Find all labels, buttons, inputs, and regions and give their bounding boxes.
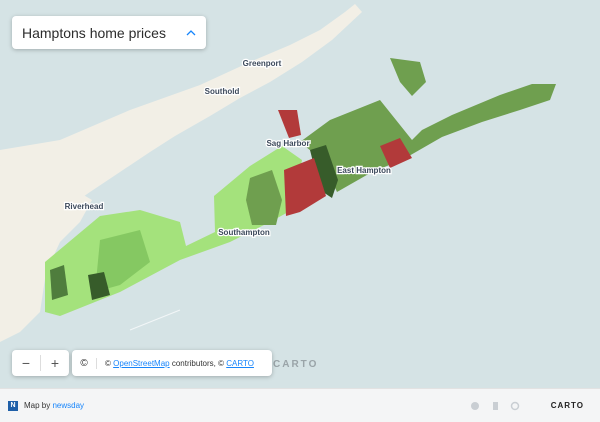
link-icon[interactable] [510, 401, 519, 410]
facebook-icon[interactable] [492, 401, 498, 410]
region [278, 110, 301, 138]
attribution-text: contributors, © [171, 358, 224, 368]
place-label: Sag Harbor [266, 139, 309, 148]
place-label: Greenport [243, 59, 282, 68]
title: Hamptons home prices [22, 24, 166, 41]
main-island [0, 165, 92, 342]
footer: N Map by newsday CARTO [0, 388, 600, 422]
place-label: Southampton [218, 228, 270, 237]
carto-logo: CARTO [550, 401, 584, 410]
region [50, 265, 68, 300]
twitter-icon[interactable] [470, 401, 479, 410]
north-fork [0, 4, 362, 262]
watermark: CARTO [273, 359, 318, 370]
region [246, 170, 282, 225]
source-link[interactable]: newsday [52, 401, 85, 410]
region [310, 145, 338, 198]
region [284, 158, 326, 216]
place-label: East Hampton [337, 166, 391, 175]
badge: N [8, 400, 18, 411]
chevron [186, 29, 196, 35]
byline: Map by [24, 401, 51, 410]
attribution-text: © [105, 358, 111, 368]
shoreline [129, 309, 181, 331]
region [88, 272, 110, 300]
region [300, 84, 556, 192]
info-button[interactable]: © [72, 357, 97, 369]
region [390, 58, 426, 96]
osm-link[interactable]: OpenStreetMap [113, 358, 170, 368]
social-icons [470, 401, 519, 410]
map: Greenport Southold Sag Harbor East Hampt… [0, 0, 600, 388]
zoom-out[interactable]: − [21, 355, 31, 371]
place-label: Southold [205, 87, 240, 96]
title-dropdown[interactable]: Hamptons home prices [12, 16, 206, 49]
region [95, 230, 150, 292]
zoom-control: − + [12, 350, 69, 376]
zoom-in[interactable]: + [40, 355, 69, 371]
place-label: Riverhead [65, 202, 104, 211]
attribution: © © OpenStreetMap contributors, © CARTO [72, 350, 272, 376]
region [380, 138, 412, 168]
carto-link[interactable]: CARTO [226, 358, 254, 368]
